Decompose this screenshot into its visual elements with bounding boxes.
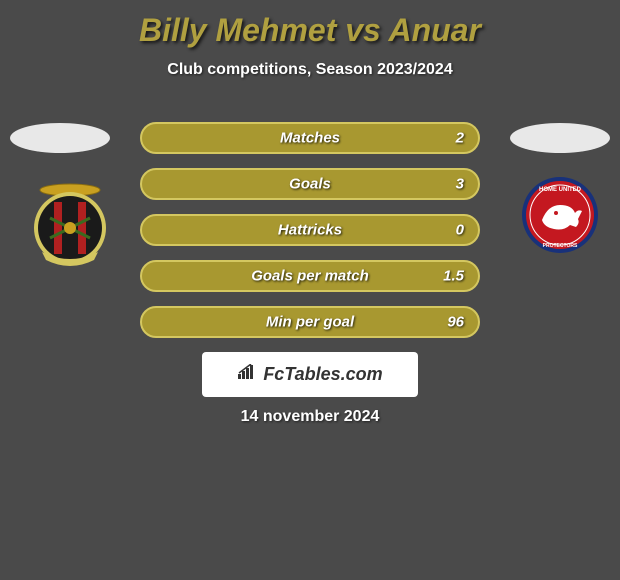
stat-value: 3 <box>456 176 464 193</box>
stat-label: Goals <box>289 176 331 193</box>
club-crest-right: HOME UNITED PROTECTORS <box>520 175 600 265</box>
stat-bar: Hattricks 0 <box>140 214 480 246</box>
chart-icon <box>237 364 257 385</box>
svg-text:HOME UNITED: HOME UNITED <box>539 187 582 193</box>
stat-label: Min per goal <box>266 314 354 331</box>
brand-text: FcTables.com <box>263 364 382 385</box>
stat-label: Goals per match <box>251 268 369 285</box>
stats-bars: Matches 2 Goals 3 Hattricks 0 Goals per … <box>140 122 480 352</box>
stat-value: 1.5 <box>443 268 464 285</box>
stat-value: 0 <box>456 222 464 239</box>
stat-bar: Goals per match 1.5 <box>140 260 480 292</box>
subtitle: Club competitions, Season 2023/2024 <box>0 61 620 79</box>
stat-value: 96 <box>447 314 464 331</box>
stat-value: 2 <box>456 130 464 147</box>
date-text: 14 november 2024 <box>0 408 620 426</box>
stat-bar: Matches 2 <box>140 122 480 154</box>
stat-label: Hattricks <box>278 222 342 239</box>
stat-label: Matches <box>280 130 340 147</box>
page-title: Billy Mehmet vs Anuar <box>0 0 620 49</box>
stat-bar: Min per goal 96 <box>140 306 480 338</box>
svg-text:PROTECTORS: PROTECTORS <box>543 243 578 249</box>
brand-logo: FcTables.com <box>202 352 418 397</box>
avatar-placeholder-right <box>510 123 610 153</box>
stat-bar: Goals 3 <box>140 168 480 200</box>
avatar-placeholder-left <box>10 123 110 153</box>
club-crest-left <box>30 178 110 268</box>
